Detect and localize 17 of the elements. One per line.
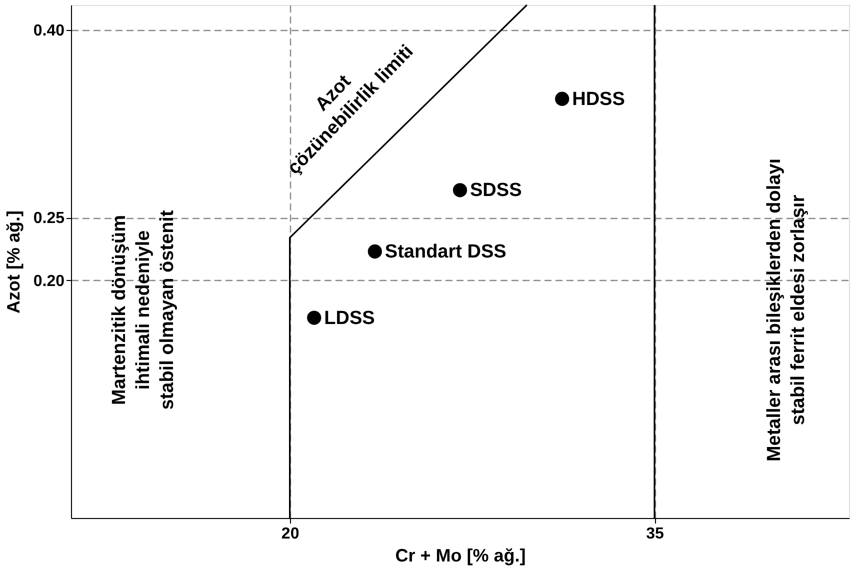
point: [368, 244, 382, 259]
annotation: Martenzitik dönüşüm ihtimali nedeniyle stabil olmayan östenit: [109, 210, 178, 410]
x-tick-label: 20: [281, 526, 300, 542]
y-tick-label: 0.25: [33, 210, 65, 228]
point: [555, 92, 570, 106]
y-axis-title: Azot [% ağ.]: [3, 210, 24, 314]
series-label: HDSS: [572, 88, 625, 110]
y-tick-label: 0.40: [33, 22, 65, 40]
x-tick-label: 35: [646, 526, 664, 542]
series-label: SDSS: [470, 180, 522, 202]
x-axis-title: Cr + Mo [% ağ.]: [395, 546, 526, 566]
y-tick-label: 0.20: [33, 272, 65, 290]
series-label: LDSS: [324, 308, 375, 329]
point: [307, 310, 322, 325]
point: [452, 183, 468, 198]
annotation: Metaller arası bileşiklerden dolayı stabil ferrit eldesi zorlaşır: [764, 158, 809, 462]
series-label: Standart DSS: [384, 241, 506, 262]
